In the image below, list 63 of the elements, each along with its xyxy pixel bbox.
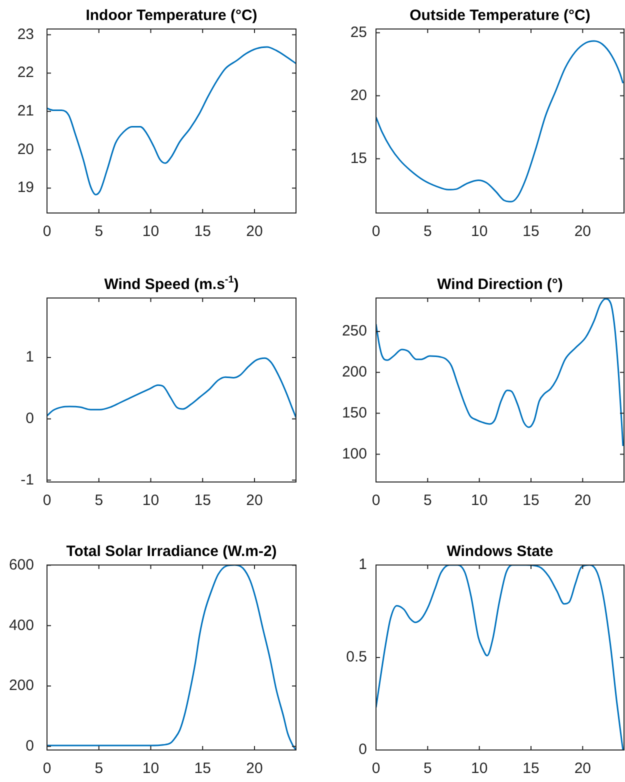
x-tick-label: 5	[94, 223, 104, 240]
chart-title: Indoor Temperature (°C)	[86, 7, 258, 24]
x-tick-label: 5	[423, 223, 432, 240]
y-tick-label: 23	[17, 26, 34, 43]
x-tick-label: 0	[372, 760, 380, 778]
x-tick-label: 5	[94, 492, 104, 510]
line-series	[47, 357, 296, 418]
y-tick-label: 200	[8, 677, 34, 694]
y-tick-label: 15	[350, 150, 367, 167]
y-tick-label: 25	[350, 24, 367, 41]
y-tick-label: 20	[350, 86, 367, 104]
x-tick-label: 0	[372, 492, 380, 510]
x-tick-label: 20	[574, 760, 592, 778]
y-tick-label: 400	[8, 616, 34, 634]
y-tick-label: 600	[8, 556, 34, 574]
x-tick-label: 15	[522, 492, 540, 510]
x-tick-label: 0	[42, 760, 52, 778]
y-tick-label: 21	[17, 102, 34, 120]
x-tick-label: 10	[142, 223, 160, 240]
chart-title: Total Solar Irradiance (W.m-2)	[66, 543, 277, 560]
x-tick-label: 5	[423, 492, 432, 510]
chart-title: Windows State	[446, 543, 554, 560]
x-tick-label: 20	[574, 492, 592, 510]
x-tick-label: 15	[194, 492, 211, 510]
y-tick-label: 200	[342, 364, 367, 381]
y-tick-label: 1	[358, 556, 367, 574]
x-tick-label: 15	[522, 223, 540, 240]
y-tick-label: 0	[26, 410, 34, 427]
y-tick-label: 22	[17, 64, 34, 82]
x-tick-label: 15	[194, 223, 211, 240]
x-tick-label: 5	[423, 760, 432, 778]
line-series	[47, 565, 296, 750]
x-tick-label: 20	[246, 223, 263, 240]
x-tick-label: 10	[142, 760, 160, 778]
x-tick-label: 0	[372, 223, 380, 240]
y-tick-label: 20	[17, 140, 34, 158]
line-series	[376, 298, 624, 447]
y-tick-label: 19	[17, 179, 34, 196]
x-tick-label: 0	[42, 223, 52, 240]
y-tick-label: 0	[358, 741, 367, 758]
x-tick-label: 10	[142, 492, 160, 510]
y-tick-label: 0.5	[346, 648, 367, 666]
x-tick-label: 15	[194, 760, 211, 778]
y-tick-label: 1	[26, 348, 34, 366]
y-tick-label: 150	[342, 404, 367, 422]
x-tick-label: 20	[246, 760, 263, 778]
x-tick-label: 15	[522, 760, 540, 778]
x-tick-label: 10	[470, 492, 488, 510]
line-series	[376, 40, 624, 202]
chart-title: Outside Temperature (°C)	[410, 7, 590, 24]
y-tick-label: 0	[26, 738, 34, 755]
y-tick-label: 100	[342, 445, 367, 462]
chart-title: Wind Direction (°)	[437, 276, 563, 293]
x-tick-label: 20	[574, 223, 592, 240]
line-series	[376, 565, 624, 750]
x-tick-label: 10	[470, 223, 488, 240]
y-tick-label: 250	[342, 322, 367, 340]
x-tick-label: 0	[42, 492, 52, 510]
x-tick-label: 10	[470, 760, 488, 778]
x-tick-label: 5	[94, 760, 104, 778]
line-series	[47, 46, 296, 196]
y-tick-label: -1	[20, 471, 34, 488]
x-tick-label: 20	[246, 492, 263, 510]
